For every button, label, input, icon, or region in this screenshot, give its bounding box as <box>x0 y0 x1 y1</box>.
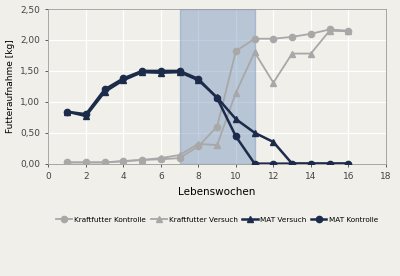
Kraftfutter Versuch <box>234 91 238 94</box>
Kraftfutter Kontrolle <box>234 49 238 53</box>
Kraftfutter Kontrolle <box>65 161 70 164</box>
Kraftfutter Kontrolle <box>121 160 126 163</box>
MAT Versuch <box>84 114 88 118</box>
Kraftfutter Kontrolle <box>252 37 257 40</box>
MAT Kontrolle <box>177 69 182 73</box>
MAT Kontrolle <box>327 162 332 165</box>
MAT Versuch <box>346 162 351 165</box>
Kraftfutter Kontrolle <box>177 156 182 160</box>
Kraftfutter Kontrolle <box>102 161 107 164</box>
MAT Kontrolle <box>140 69 144 73</box>
MAT Kontrolle <box>234 135 238 138</box>
MAT Kontrolle <box>158 69 163 73</box>
MAT Versuch <box>252 131 257 134</box>
MAT Kontrolle <box>196 77 201 81</box>
Kraftfutter Versuch <box>196 142 201 145</box>
MAT Versuch <box>158 71 163 75</box>
MAT Kontrolle <box>84 113 88 116</box>
Legend: Kraftfutter Kontrolle, Kraftfutter Versuch, MAT Versuch, MAT Kontrolle: Kraftfutter Kontrolle, Kraftfutter Versu… <box>54 214 381 225</box>
Kraftfutter Versuch <box>158 156 163 160</box>
Kraftfutter Kontrolle <box>290 35 294 39</box>
MAT Versuch <box>271 140 276 144</box>
Kraftfutter Kontrolle <box>271 37 276 40</box>
Kraftfutter Versuch <box>84 161 88 164</box>
Kraftfutter Versuch <box>327 29 332 32</box>
Kraftfutter Versuch <box>121 160 126 163</box>
MAT Versuch <box>215 96 220 99</box>
MAT Versuch <box>140 70 144 74</box>
Kraftfutter Kontrolle <box>308 32 313 35</box>
X-axis label: Lebenswochen: Lebenswochen <box>178 187 256 197</box>
MAT Kontrolle <box>271 162 276 165</box>
MAT Versuch <box>234 118 238 121</box>
Kraftfutter Kontrolle <box>346 29 351 32</box>
Kraftfutter Versuch <box>102 161 107 164</box>
MAT Kontrolle <box>346 162 351 165</box>
Line: Kraftfutter Versuch: Kraftfutter Versuch <box>64 28 352 166</box>
MAT Versuch <box>196 78 201 82</box>
MAT Kontrolle <box>121 77 126 80</box>
MAT Versuch <box>177 70 182 74</box>
Kraftfutter Versuch <box>308 52 313 55</box>
MAT Kontrolle <box>290 162 294 165</box>
Bar <box>180 9 255 164</box>
MAT Kontrolle <box>65 110 70 113</box>
Kraftfutter Versuch <box>252 51 257 54</box>
MAT Kontrolle <box>252 162 257 165</box>
Kraftfutter Versuch <box>215 144 220 147</box>
Kraftfutter Kontrolle <box>84 161 88 164</box>
Kraftfutter Versuch <box>290 52 294 55</box>
Kraftfutter Kontrolle <box>140 158 144 161</box>
MAT Kontrolle <box>102 88 107 91</box>
Kraftfutter Kontrolle <box>327 28 332 31</box>
Line: Kraftfutter Kontrolle: Kraftfutter Kontrolle <box>64 26 352 166</box>
Kraftfutter Kontrolle <box>196 145 201 148</box>
MAT Versuch <box>121 78 126 82</box>
MAT Kontrolle <box>215 96 220 100</box>
Kraftfutter Versuch <box>271 81 276 84</box>
Kraftfutter Versuch <box>346 30 351 33</box>
Kraftfutter Kontrolle <box>158 158 163 161</box>
Kraftfutter Versuch <box>65 161 70 164</box>
MAT Kontrolle <box>308 162 313 165</box>
MAT Versuch <box>308 162 313 165</box>
MAT Versuch <box>65 110 70 113</box>
Kraftfutter Versuch <box>177 153 182 157</box>
MAT Versuch <box>327 162 332 165</box>
Line: MAT Versuch: MAT Versuch <box>64 69 352 167</box>
Kraftfutter Kontrolle <box>215 125 220 128</box>
Y-axis label: Futteraufnahme [kg]: Futteraufnahme [kg] <box>6 39 14 133</box>
MAT Versuch <box>102 90 107 94</box>
MAT Versuch <box>290 162 294 165</box>
Kraftfutter Versuch <box>140 158 144 161</box>
Line: MAT Kontrolle: MAT Kontrolle <box>64 68 352 167</box>
